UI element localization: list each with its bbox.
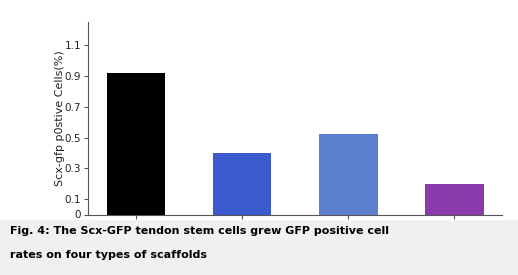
Y-axis label: Scx-gfp p0stive Cells(%): Scx-gfp p0stive Cells(%) <box>55 50 65 186</box>
Bar <box>213 153 271 214</box>
Bar <box>425 184 484 214</box>
Text: rates on four types of scaffolds: rates on four types of scaffolds <box>10 250 207 260</box>
Bar <box>107 73 165 214</box>
Bar <box>319 134 378 214</box>
Text: Fig. 4: The Scx-GFP tendon stem cells grew GFP positive cell: Fig. 4: The Scx-GFP tendon stem cells gr… <box>10 226 390 235</box>
